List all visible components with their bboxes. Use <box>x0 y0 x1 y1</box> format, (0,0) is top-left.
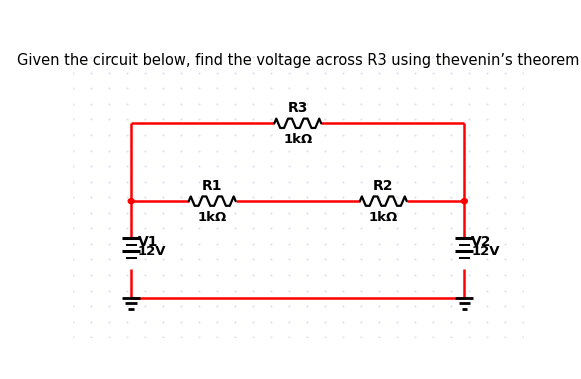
Text: 1kΩ: 1kΩ <box>369 211 398 224</box>
Text: V1: V1 <box>138 235 159 249</box>
Text: 12V: 12V <box>138 245 166 258</box>
Text: 1kΩ: 1kΩ <box>283 133 313 146</box>
Text: R2: R2 <box>373 179 393 193</box>
Text: V2: V2 <box>471 235 492 249</box>
Text: 12V: 12V <box>471 245 500 258</box>
Text: 1kΩ: 1kΩ <box>198 211 227 224</box>
Text: Given the circuit below, find the voltage across R3 using thevenin’s theorem: Given the circuit below, find the voltag… <box>17 53 579 68</box>
Text: R1: R1 <box>202 179 223 193</box>
Circle shape <box>128 199 134 204</box>
Circle shape <box>461 199 467 204</box>
Text: R3: R3 <box>288 101 308 115</box>
